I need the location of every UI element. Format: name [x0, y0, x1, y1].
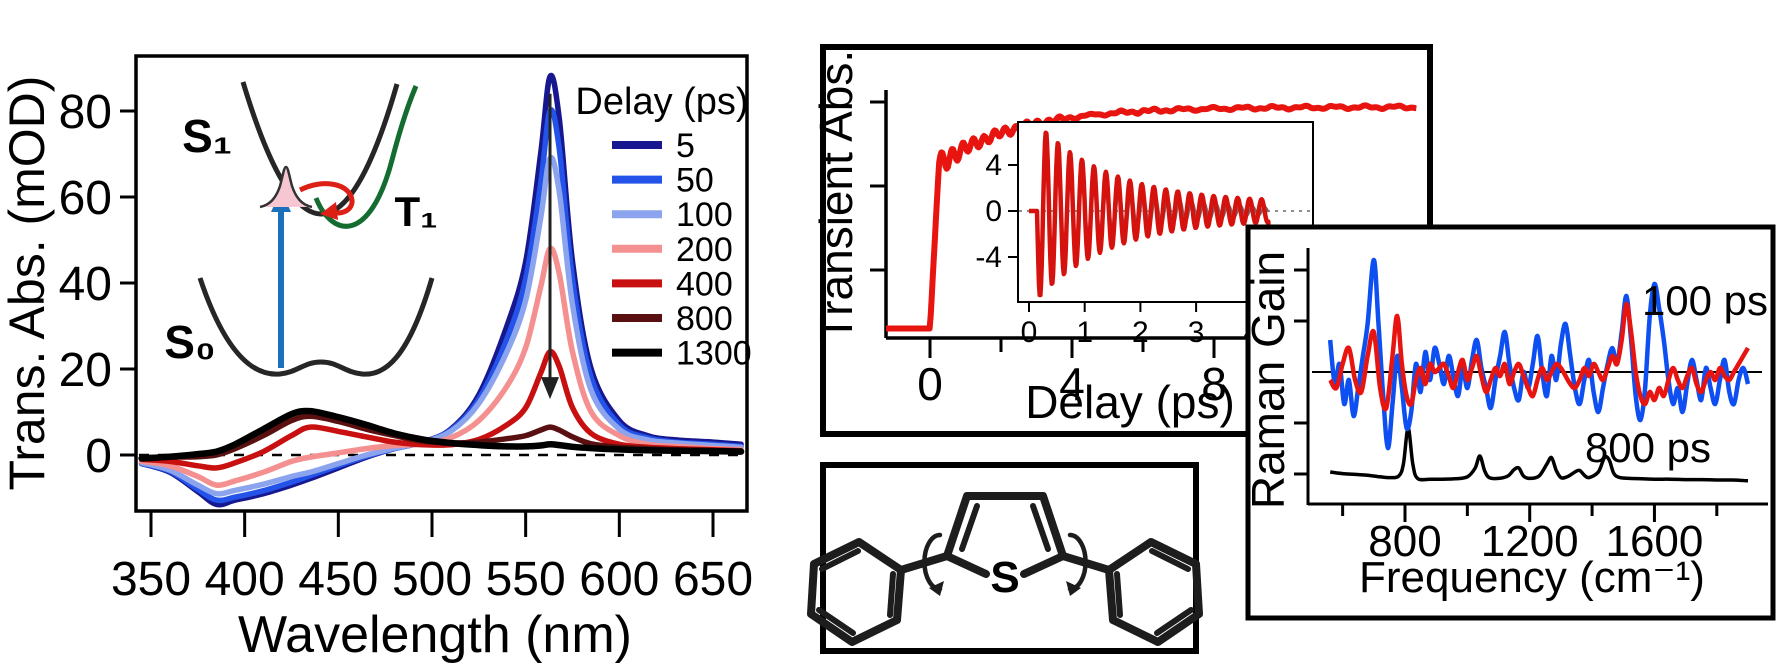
kinetics-x-tick-label: 4 [1059, 358, 1085, 410]
ta-x-tick-label: 450 [298, 553, 378, 606]
ta-legend-label: 100 [676, 196, 733, 234]
energy-diagram-inset: S₁ T₁ S₀ [164, 81, 438, 377]
ta-y-tick-label: 40 [59, 258, 112, 311]
raman-curve-100-ps [1327, 257, 1751, 451]
inset-x-tick-label: 1 [1076, 316, 1093, 349]
thiophene-ring-bonds [943, 492, 1067, 560]
ta-x-tick-label: 500 [392, 553, 472, 606]
inset-curves [1027, 130, 1273, 298]
raman-800ps-label: 800 ps [1585, 424, 1711, 471]
molecule-panel: S [807, 462, 1203, 654]
kinetics-curves [884, 102, 1419, 332]
ta-curve-1300ps [138, 407, 745, 462]
raman-x-tick-label: 1200 [1481, 517, 1579, 566]
inset-x-tick-label: 0 [1021, 316, 1038, 349]
inset-axis-ticks: 0123440-4 [975, 149, 1260, 349]
kinetics-x-axis-label: Delay (ps) [1025, 376, 1235, 428]
wavepacket-icon [259, 165, 313, 209]
decay-arrowhead-icon [541, 377, 560, 400]
raman-panel: 800 1200 1600 Raman Gain Frequency (cm⁻¹) … [1242, 224, 1776, 621]
left-torsion-arrowhead-icon [929, 581, 944, 596]
ta-x-tick-label: 350 [111, 553, 191, 606]
raman-curves [1327, 257, 1751, 483]
raman-axis-ticks: 800 1200 1600 [1294, 268, 1719, 566]
ta-x-tick-label: 650 [673, 553, 753, 606]
kinetics-x-tick-label: 8 [1201, 358, 1227, 410]
inset-x-tick-label: 2 [1132, 316, 1149, 349]
raman-100ps-label: 100 ps [1642, 277, 1768, 324]
inset-y-tick-label: 0 [985, 195, 1002, 228]
right-phenyl-double-bonds [1114, 548, 1194, 636]
right-torsion-arrowhead-icon [1066, 581, 1081, 596]
s0-potential-curve [197, 277, 435, 377]
ta-x-tick-label: 400 [205, 553, 285, 606]
ta-legend-label: 50 [676, 162, 714, 200]
molecule-structure [807, 492, 1203, 646]
ta-y-axis-label: Trans. Abs. (mOD) [0, 76, 55, 491]
ta-legend-title: Delay (ps) [575, 81, 748, 123]
left-phenyl-double-bonds [816, 548, 896, 636]
ta-y-tick-label: 20 [59, 344, 112, 397]
t1-potential-curve [313, 85, 419, 229]
ta-legend-label: 800 [676, 300, 733, 338]
thiophene-s-bonds [943, 552, 1067, 578]
raman-x-axis-label: Frequency (cm⁻¹) [1359, 553, 1705, 602]
sulfur-atom-label: S [990, 553, 1019, 602]
left-phenyl-ring [807, 538, 905, 646]
ta-legend-label: 5 [676, 127, 695, 165]
ta-y-tick-label: 0 [85, 430, 112, 483]
relaxation-arrow-icon [298, 181, 355, 216]
ta-curve-200ps [138, 245, 744, 488]
s1-state-label: S₁ [182, 110, 232, 162]
ta-legend-label: 1300 [676, 335, 752, 373]
ta-legend-label: 400 [676, 265, 733, 303]
kinetics-y-axis-label: Transient Abs. [810, 50, 862, 342]
t1-state-label: T₁ [394, 188, 437, 235]
inset-y-tick-label: 4 [985, 149, 1002, 182]
ta-y-tick-label: 60 [59, 172, 112, 225]
ta-x-tick-label: 600 [579, 553, 659, 606]
thiophene-double-bonds [959, 503, 1051, 552]
right-phenyl-ring [1105, 538, 1203, 646]
decay-arrow-icon [541, 93, 560, 400]
raman-y-axis-label: Raman Gain [1242, 251, 1294, 509]
inset-x-tick-label: 3 [1188, 316, 1205, 349]
ta-legend-label: 200 [676, 231, 733, 269]
s0-state-label: S₀ [164, 316, 215, 368]
ta-y-tick-label: 80 [59, 86, 112, 139]
relaxation-arrowhead-icon [320, 202, 338, 220]
raman-x-tick-label: 800 [1368, 517, 1441, 566]
inset-data-curve [1027, 130, 1273, 298]
kinetics-x-tick-label: 0 [917, 358, 943, 410]
raman-curve-800-ps [1328, 301, 1750, 412]
ta-curves [138, 72, 745, 508]
ta-curve-100ps [138, 154, 744, 497]
raman-x-tick-label: 1600 [1605, 517, 1703, 566]
kinetics-data-curve [884, 102, 1419, 332]
ta-x-axis-label: Wavelength (nm) [238, 606, 632, 664]
inset-y-tick-label: -4 [975, 241, 1002, 274]
ta-x-tick-label: 550 [486, 553, 566, 606]
raman-frame [1245, 224, 1776, 621]
